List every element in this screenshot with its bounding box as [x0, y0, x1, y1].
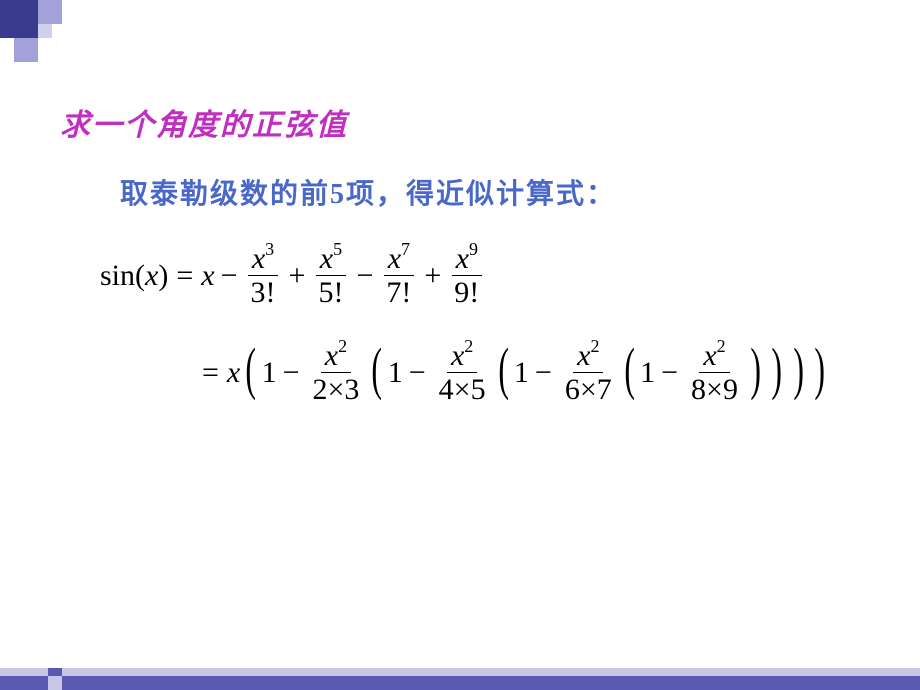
minus-2: − [409, 358, 426, 388]
rparen-2: ) [793, 340, 804, 398]
footer-bar [0, 668, 920, 690]
term2-frac: x5 5! [314, 242, 347, 309]
term3-frac: x7 7! [382, 242, 415, 309]
nested-frac-3: x2 6×7 [561, 339, 616, 406]
rparen-1: ) [814, 340, 825, 398]
lparen-1: ( [246, 340, 257, 398]
rparen-3: ) [772, 340, 783, 398]
slide-subtitle: 取泰勒级数的前5项，得近似计算式： [120, 172, 880, 212]
slide-content: 求一个角度的正弦值 取泰勒级数的前5项，得近似计算式： sin ( x ) = … [60, 100, 880, 406]
decor-square [0, 0, 38, 38]
nested-frac-4: x2 8×9 [687, 339, 742, 406]
term0-x: x [201, 261, 214, 291]
minus-4: − [661, 358, 678, 388]
term3-sign: − [356, 261, 373, 291]
term4-frac: x9 9! [450, 242, 483, 309]
one-2: 1 [388, 358, 403, 388]
decor-square [38, 0, 62, 24]
one-1: 1 [262, 358, 277, 388]
lparen-4: ( [624, 340, 635, 398]
slide-title: 求一个角度的正弦值 [60, 100, 880, 144]
one-4: 1 [640, 358, 655, 388]
equals-1: = [176, 261, 193, 291]
decor-square [38, 24, 52, 38]
one-3: 1 [514, 358, 529, 388]
rparen-4: ) [750, 340, 761, 398]
lparen: ( [135, 261, 145, 291]
lparen-3: ( [498, 340, 509, 398]
minus-1: − [283, 358, 300, 388]
equals-2: = [202, 358, 219, 388]
term1-sign: − [221, 261, 238, 291]
term2-sign: + [289, 261, 306, 291]
lead-x: x [227, 358, 240, 388]
decor-square [14, 38, 38, 62]
arg-x: x [145, 261, 158, 291]
nested-frac-1: x2 2×3 [309, 339, 364, 406]
minus-3: − [535, 358, 552, 388]
lparen-2: ( [372, 340, 383, 398]
rparen: ) [158, 261, 168, 291]
term4-sign: + [424, 261, 441, 291]
equation-line-1: sin ( x ) = x − x3 3! + x5 5! − x7 7! [100, 242, 880, 309]
nested-frac-2: x2 4×5 [435, 339, 490, 406]
term1-frac: x3 3! [247, 242, 280, 309]
equation-line-2: = x ( 1 − x2 2×3 ( 1 − x2 4×5 ( 1 − x2 [194, 339, 880, 406]
math-block: sin ( x ) = x − x3 3! + x5 5! − x7 7! [100, 242, 880, 406]
fn-sin: sin [100, 261, 135, 291]
corner-decoration [0, 0, 200, 80]
